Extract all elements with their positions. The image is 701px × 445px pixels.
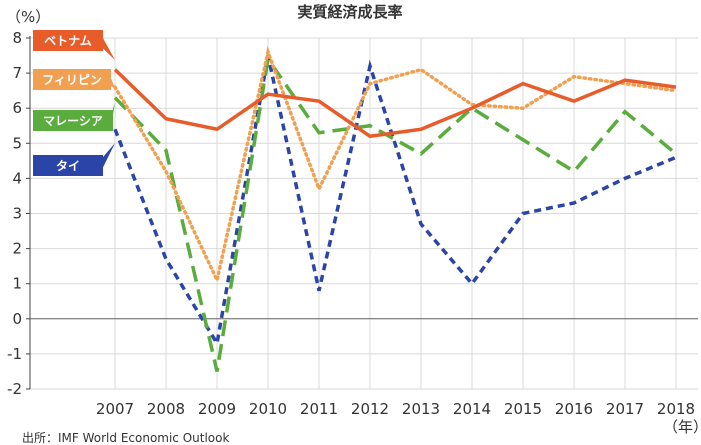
series-lines <box>113 45 678 372</box>
series-line-1 <box>113 45 678 286</box>
y-tick-label: 0 <box>12 310 22 328</box>
x-tick-label: 2014 <box>453 400 491 418</box>
x-tick-label: 2012 <box>351 400 389 418</box>
legend-label: ベトナム <box>44 34 92 48</box>
x-tick-label: 2016 <box>555 400 593 418</box>
y-tick-label: 4 <box>12 169 22 187</box>
legend-pointer <box>101 34 115 60</box>
y-tick-label: 5 <box>12 134 22 152</box>
legend-label: フィリピン <box>42 73 102 87</box>
x-tick-label: 2009 <box>198 400 236 418</box>
grid-lines <box>30 37 698 390</box>
x-tick-label: 2010 <box>249 400 287 418</box>
legend-swatch <box>33 69 111 90</box>
x-tick-label: 2013 <box>402 400 440 418</box>
tick-labels: 8 7 6 5 4 3 2 1 0 -1 -2 2007 2008 2009 2010 2011 2012 201… <box>7 29 695 418</box>
legend-label: マレーシア <box>43 114 103 128</box>
y-tick-label: 2 <box>12 240 22 258</box>
legend-item-3: タイ <box>33 143 115 176</box>
y-tick-label: 1 <box>12 275 22 293</box>
x-tick-label: 2008 <box>147 400 185 418</box>
legend-swatch <box>33 30 103 51</box>
y-tick-label: -1 <box>7 345 22 363</box>
x-tick-label: 2017 <box>606 400 644 418</box>
y-tick-label: 8 <box>12 29 22 47</box>
series-line-3 <box>113 55 677 349</box>
y-tick-label: 3 <box>12 205 22 223</box>
x-tick-label: 2015 <box>504 400 542 418</box>
x-tick-label: 2011 <box>300 400 338 418</box>
legend-swatch <box>33 110 113 131</box>
x-tick-label: 2018 <box>657 400 695 418</box>
y-tick-label: 6 <box>12 99 22 117</box>
source-note: 出所：IMF World Economic Outlook <box>22 431 229 445</box>
legend-swatch <box>33 155 103 176</box>
x-axis-unit: （年） <box>663 418 701 436</box>
y-tick-label: 7 <box>12 64 22 82</box>
axes <box>26 36 698 390</box>
y-axis-unit: （%） <box>6 8 50 26</box>
series-line-0 <box>113 68 677 139</box>
legend-item-1: フィリピン <box>33 69 115 90</box>
series-line-2 <box>113 54 678 372</box>
legend-item-0: ベトナム <box>33 30 115 60</box>
legend-pointer <box>101 143 115 172</box>
legend-label: タイ <box>56 159 80 173</box>
chart-title: 実質経済成長率 <box>297 3 402 21</box>
legend-item-2: マレーシア <box>33 103 115 131</box>
x-tick-label: 2007 <box>96 400 134 418</box>
y-tick-label: -2 <box>7 380 22 398</box>
